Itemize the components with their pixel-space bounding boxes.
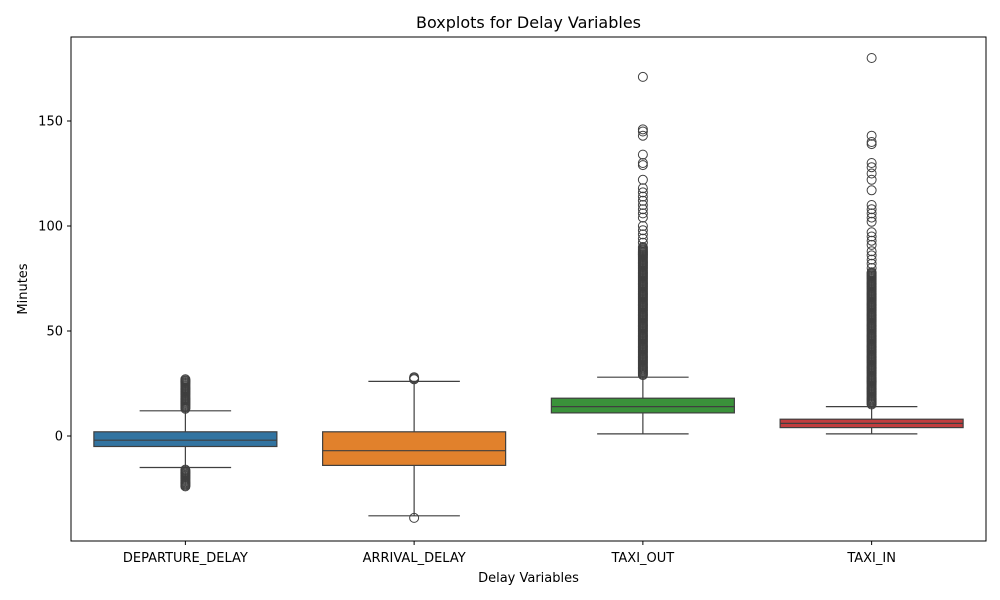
outlier-point <box>637 221 648 231</box>
outlier-point <box>637 195 648 206</box>
box <box>322 431 507 466</box>
outlier-point <box>637 187 648 198</box>
outlier-point <box>637 229 648 240</box>
outlier-point <box>866 250 877 261</box>
y-axis-title: Minutes <box>16 263 31 314</box>
outlier-point <box>637 174 648 185</box>
outlier-point <box>866 53 877 63</box>
outlier-point <box>866 185 877 196</box>
x-tick-label: TAXI_IN <box>846 551 896 566</box>
x-tick-label: ARRIVAL_DELAY <box>363 551 466 566</box>
y-tick-label: 50 <box>46 325 63 340</box>
outlier-point <box>866 174 877 185</box>
outlier-point <box>637 208 648 219</box>
outlier-point <box>866 258 877 269</box>
outlier-point <box>866 254 877 265</box>
outlier-point <box>866 231 877 242</box>
outlier-point <box>409 372 420 383</box>
outlier-point <box>637 212 648 223</box>
outlier-point <box>866 212 877 223</box>
y-tick-label: 150 <box>38 115 63 130</box>
outlier-point <box>866 227 877 238</box>
box <box>550 397 735 414</box>
outlier-point <box>637 158 648 168</box>
outlier-point <box>866 130 877 141</box>
outlier-point <box>866 208 877 219</box>
y-tick-label: 0 <box>55 430 63 445</box>
outlier-point <box>637 160 648 171</box>
outlier-point <box>637 225 648 236</box>
outlier-point <box>637 204 648 215</box>
outlier-point <box>866 239 877 250</box>
plot-frame <box>70 36 987 542</box>
x-tick-label: TAXI_OUT <box>610 551 674 566</box>
outlier-point <box>866 235 877 246</box>
outlier-point <box>637 71 648 82</box>
outlier-point <box>866 267 877 278</box>
outlier-point <box>637 191 648 202</box>
outlier-point <box>866 158 877 168</box>
outlier-point <box>866 263 877 273</box>
x-axis-title: Delay Variables <box>478 571 579 586</box>
outlier-point <box>637 183 648 194</box>
outlier-point <box>180 464 191 475</box>
outlier-point <box>637 237 648 248</box>
outlier-point <box>637 200 648 210</box>
outlier-point <box>409 512 420 523</box>
outlier-point <box>866 200 877 210</box>
box <box>93 431 278 448</box>
outlier-point <box>866 246 877 257</box>
x-tick-label: DEPARTURE_DELAY <box>123 551 248 566</box>
outlier-point <box>866 162 877 173</box>
chart-title: Boxplots for Delay Variables <box>416 13 641 32</box>
y-tick-label: 100 <box>38 220 63 235</box>
outlier-point <box>637 130 648 141</box>
outlier-point <box>866 168 877 179</box>
outlier-point <box>866 139 877 150</box>
outlier-point <box>637 233 648 244</box>
plot-area: 0 50 100 150 DEPARTURE_DELAY ARRIVAL_DELAY TAX… <box>38 53 964 566</box>
outlier-point <box>866 216 877 227</box>
outlier-point <box>637 149 648 160</box>
outlier-point <box>637 242 648 252</box>
outlier-point <box>866 204 877 215</box>
outlier-point <box>637 124 648 135</box>
outlier-point <box>180 374 191 385</box>
outlier-point <box>866 137 877 147</box>
